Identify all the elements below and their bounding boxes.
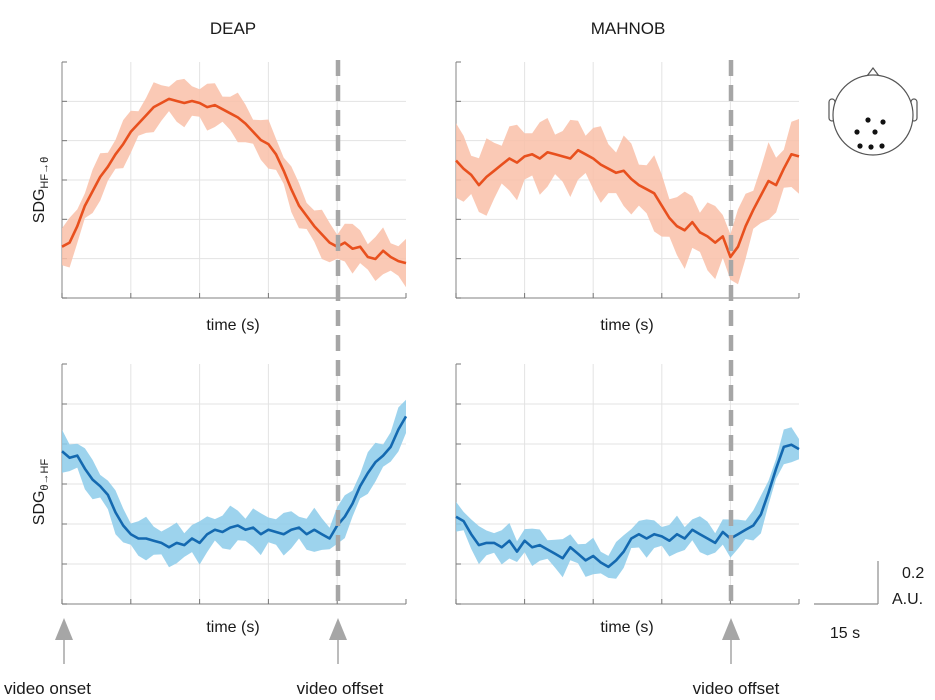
scale-bar-y-unit: A.U. [892, 591, 923, 608]
mean-line [61, 97, 407, 265]
mean-line [61, 415, 408, 549]
scale-bar-y-value: 0.2 [902, 565, 924, 582]
x-label-mahnob-top: time (s) [600, 317, 653, 334]
video-offset-label-deap: video offset [297, 679, 384, 698]
onset-arrow [55, 618, 73, 664]
panel-mahnob-bottom [455, 363, 800, 605]
y-label-bottom: SDGθ→HF [31, 458, 51, 525]
x-label-deap-bottom: time (s) [206, 619, 259, 636]
x-label-deap-top: time (s) [206, 317, 259, 334]
offset-arrow-mahnob [722, 618, 740, 664]
x-label-mahnob-bottom: time (s) [600, 619, 653, 636]
panel-deap-bottom [61, 363, 408, 605]
panel-mahnob-top [455, 61, 800, 299]
confidence-band [62, 78, 406, 288]
confidence-band [62, 399, 406, 568]
confidence-band [456, 427, 799, 579]
y-label-top: SDGHF→θ [31, 157, 51, 223]
scale-bar-x-label: 15 s [830, 625, 860, 642]
panel-deap-top [61, 61, 407, 299]
video-onset-label: video onset [4, 679, 91, 698]
video-offset-label-mahnob: video offset [693, 679, 780, 698]
column-title-deap: DEAP [210, 19, 256, 38]
head-electrode-icon [828, 67, 918, 156]
scale-bar [814, 561, 879, 605]
column-title-mahnob: MAHNOB [591, 19, 666, 38]
offset-arrow-deap [329, 618, 347, 664]
confidence-band [456, 118, 799, 285]
mean-line [455, 443, 800, 569]
mean-line [455, 148, 800, 259]
